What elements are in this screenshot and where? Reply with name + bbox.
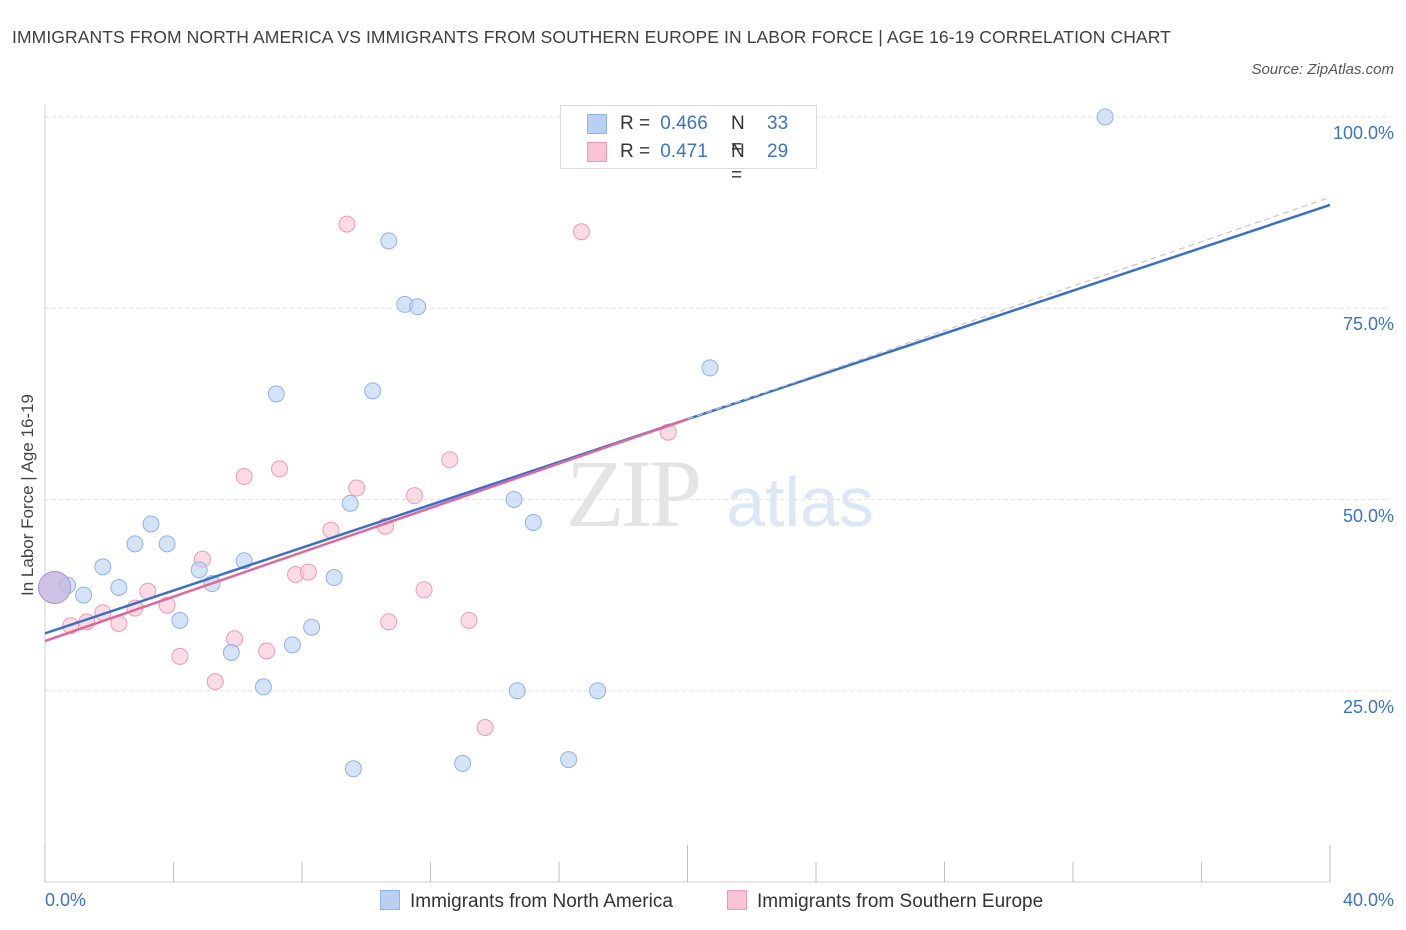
- southern-europe-point-27: [572, 223, 590, 241]
- southern-europe-point-22: [405, 487, 423, 505]
- north-america-point-19: [344, 760, 362, 778]
- north-america-point-9: [190, 561, 208, 579]
- trend-line-extension: [687, 196, 1331, 420]
- watermark: ZIP atlas: [566, 440, 874, 547]
- north-america-point-7: [158, 535, 176, 553]
- southern-europe-point-24: [441, 451, 459, 469]
- north-america-point-2: [75, 586, 93, 604]
- north-america-point-18: [341, 494, 359, 512]
- trend-line-southern-europe: [44, 417, 688, 643]
- north-america-point-4: [110, 578, 128, 596]
- north-america-point-31: [1096, 108, 1114, 126]
- grid-lines: [45, 116, 1390, 692]
- legend-swatch-blue: [587, 114, 607, 134]
- north-america-point-20: [364, 382, 382, 400]
- bottom-legend-swatch-pink: [727, 890, 747, 910]
- bottom-legend-north-america: Immigrants from North America: [380, 890, 673, 913]
- trend-lines: [44, 196, 1331, 643]
- southern-europe-point-26: [476, 718, 494, 736]
- bottom-legend-label-southern-europe: Immigrants from Southern Europe: [757, 891, 1044, 912]
- x-tick-label-max: 40.0%: [1342, 890, 1394, 910]
- north-america-point-30: [701, 359, 719, 377]
- series-southern-europe: [38, 215, 677, 736]
- north-america-point-13: [254, 678, 272, 696]
- y-tick-label-75: 75.0%: [1342, 314, 1394, 334]
- y-tick-label-100: 100.0%: [1332, 123, 1394, 143]
- watermark-zip: ZIP: [566, 440, 699, 547]
- legend-r-value: 0.471: [660, 141, 708, 162]
- southern-europe-point-8: [171, 647, 189, 665]
- north-america-point-5: [126, 535, 144, 553]
- legend-r-label: R =: [620, 141, 651, 162]
- north-america-point-27: [524, 513, 542, 531]
- southern-europe-point-11: [226, 630, 244, 648]
- southern-europe-point-16: [299, 563, 317, 581]
- legend-swatch-pink: [587, 142, 607, 162]
- watermark-atlas: atlas: [726, 463, 874, 541]
- legend-r-label: R =: [620, 113, 651, 134]
- southern-europe-point-13: [258, 642, 276, 660]
- bottom-legend-swatch-blue: [380, 890, 400, 910]
- north-america-point-24: [454, 754, 472, 772]
- north-america-point-15: [283, 636, 301, 654]
- legend-r-value: 0.466: [660, 113, 708, 134]
- north-america-point-16: [303, 618, 321, 636]
- north-america-point-17: [325, 569, 343, 587]
- source-label: Source: ZipAtlas.com: [1251, 61, 1394, 78]
- north-america-point-29: [589, 682, 607, 700]
- x-tick-label-min: 0.0%: [45, 890, 87, 910]
- north-america-point-21: [380, 232, 398, 250]
- north-america-point-8: [171, 611, 189, 629]
- southern-europe-point-14: [271, 460, 289, 478]
- y-tick-label-50: 50.0%: [1342, 506, 1394, 526]
- southern-europe-point-23: [415, 581, 433, 599]
- y-tick-label-25: 25.0%: [1342, 697, 1394, 717]
- north-america-point-28: [560, 751, 578, 769]
- north-america-point-26: [508, 682, 526, 700]
- series-north-america: [38, 108, 1114, 778]
- north-america-point-14: [267, 385, 285, 403]
- legend-n-label: N =: [731, 141, 745, 186]
- legend-n-value: 33: [767, 113, 789, 134]
- southern-europe-point-19: [348, 479, 366, 497]
- north-america-point-3: [94, 558, 112, 576]
- southern-europe-point-10: [206, 673, 224, 691]
- north-america-point-6: [142, 515, 160, 533]
- southern-europe-point-25: [460, 611, 478, 629]
- legend-n-label: N =: [731, 113, 745, 158]
- north-america-point-23: [409, 298, 427, 316]
- southern-europe-point-18: [338, 215, 356, 233]
- southern-europe-point-21: [380, 613, 398, 631]
- bottom-legend-label-north-america: Immigrants from North America: [410, 891, 673, 912]
- southern-europe-point-12: [235, 468, 253, 486]
- chart-title: IMMIGRANTS FROM NORTH AMERICA VS IMMIGRA…: [12, 27, 1171, 47]
- bottom-legend-southern-europe: Immigrants from Southern Europe: [727, 890, 1043, 913]
- north-america-point-25: [505, 491, 523, 508]
- overlap-point: [38, 570, 72, 604]
- correlation-legend: R = 0.466 N = 33 R = 0.471 N = 29: [560, 105, 817, 186]
- legend-n-value: 29: [767, 141, 789, 162]
- axes: [44, 105, 1331, 883]
- north-america-point-11: [222, 644, 240, 661]
